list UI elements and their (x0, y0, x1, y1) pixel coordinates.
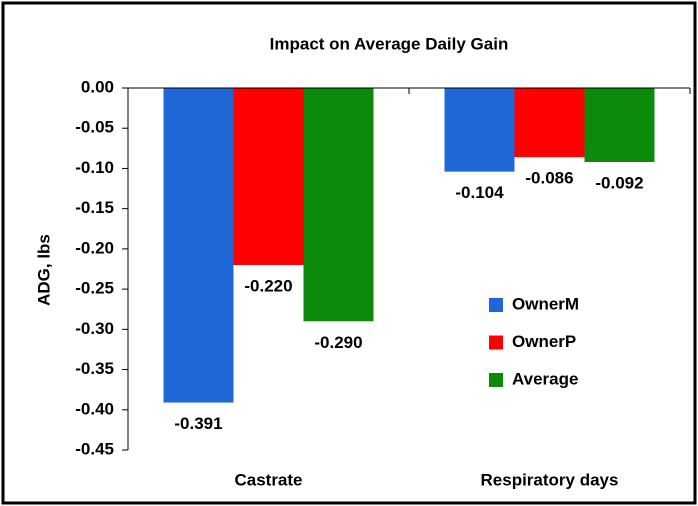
y-tick-label: 0.00 (81, 77, 114, 96)
legend-label: OwnerP (512, 332, 576, 351)
y-tick-label: -0.30 (75, 319, 114, 338)
bar (233, 88, 304, 265)
bar (584, 88, 655, 163)
bar (514, 88, 585, 158)
bar (163, 88, 234, 403)
x-tick-label: Castrate (234, 470, 302, 489)
data-label: -0.391 (174, 414, 222, 433)
y-tick-label: -0.20 (75, 238, 114, 257)
y-tick-label: -0.05 (75, 118, 114, 137)
y-tick-label: -0.40 (75, 399, 114, 418)
y-tick-label: -0.45 (75, 439, 114, 458)
data-label: -0.104 (455, 183, 504, 202)
legend-label: Average (512, 369, 578, 388)
data-label: -0.290 (314, 333, 362, 352)
x-tick-label: Respiratory days (481, 470, 619, 489)
legend-label: OwnerM (512, 294, 579, 313)
chart-title: Impact on Average Daily Gain (270, 34, 509, 53)
legend-swatch (489, 298, 503, 312)
legend-swatch (489, 335, 503, 350)
y-tick-label: -0.10 (75, 158, 114, 177)
bar (444, 88, 515, 172)
y-tick-label: -0.15 (75, 198, 114, 217)
data-label: -0.092 (595, 173, 643, 192)
data-label: -0.086 (525, 169, 573, 188)
data-label: -0.220 (244, 276, 292, 295)
y-tick-label: -0.25 (75, 279, 114, 298)
legend-swatch (489, 373, 503, 387)
y-tick-label: -0.35 (75, 359, 114, 378)
bar (303, 88, 374, 322)
y-axis-title: ADG, lbs (34, 234, 53, 306)
